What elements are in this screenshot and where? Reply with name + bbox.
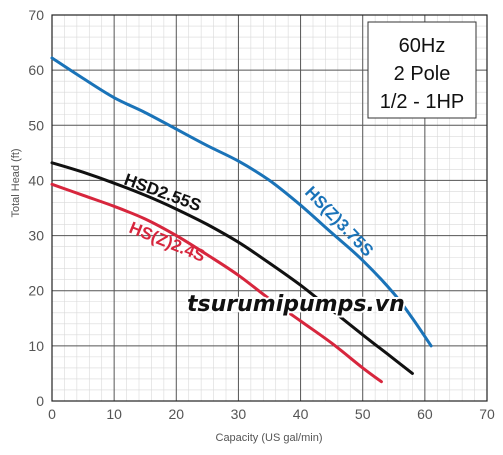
x-tick-label: 0 bbox=[48, 406, 56, 422]
x-tick-label: 50 bbox=[355, 406, 371, 422]
x-tick-label: 20 bbox=[168, 406, 184, 422]
series-line-hsz24s bbox=[50, 182, 383, 384]
watermark: tsurumipumps.vn bbox=[187, 292, 405, 317]
y-tick-label: 50 bbox=[28, 117, 44, 133]
series-line-hsz375s bbox=[50, 56, 433, 348]
y-tick-label: 10 bbox=[28, 338, 44, 354]
info-power: 1/2 - 1HP bbox=[380, 91, 464, 113]
info-box-frame bbox=[367, 21, 477, 119]
y-tick-label: 60 bbox=[28, 62, 44, 78]
series-layer bbox=[50, 56, 433, 384]
y-tick-label: 40 bbox=[28, 172, 44, 188]
y-axis-title: Total Head (ft) bbox=[10, 148, 22, 217]
x-tick-labels: 0 10 20 30 40 50 60 70 bbox=[48, 406, 495, 422]
x-axis-title: Capacity (US gal/min) bbox=[216, 432, 323, 444]
series-label-hsz375s: HS(Z)3.75S bbox=[301, 183, 377, 261]
info-box: 60Hz 2 Pole 1/2 - 1HP bbox=[367, 21, 477, 119]
info-frequency: 60Hz bbox=[399, 35, 446, 57]
y-tick-label: 70 bbox=[28, 7, 44, 23]
x-tick-label: 70 bbox=[479, 406, 495, 422]
info-poles: 2 Pole bbox=[394, 63, 451, 85]
y-tick-labels: 0 10 20 30 40 50 60 70 bbox=[28, 7, 44, 409]
series-line-hsd255s bbox=[50, 161, 414, 375]
x-tick-label: 30 bbox=[231, 406, 247, 422]
x-tick-label: 60 bbox=[417, 406, 433, 422]
minor-grid bbox=[52, 15, 487, 401]
x-tick-label: 10 bbox=[106, 406, 122, 422]
y-tick-label: 30 bbox=[28, 228, 44, 244]
y-tick-label: 20 bbox=[28, 283, 44, 299]
series-label-hsd255s: HSD2.55S bbox=[122, 170, 204, 215]
y-tick-label: 0 bbox=[36, 393, 44, 409]
plot-frame bbox=[51, 14, 488, 402]
x-tick-label: 40 bbox=[293, 406, 309, 422]
